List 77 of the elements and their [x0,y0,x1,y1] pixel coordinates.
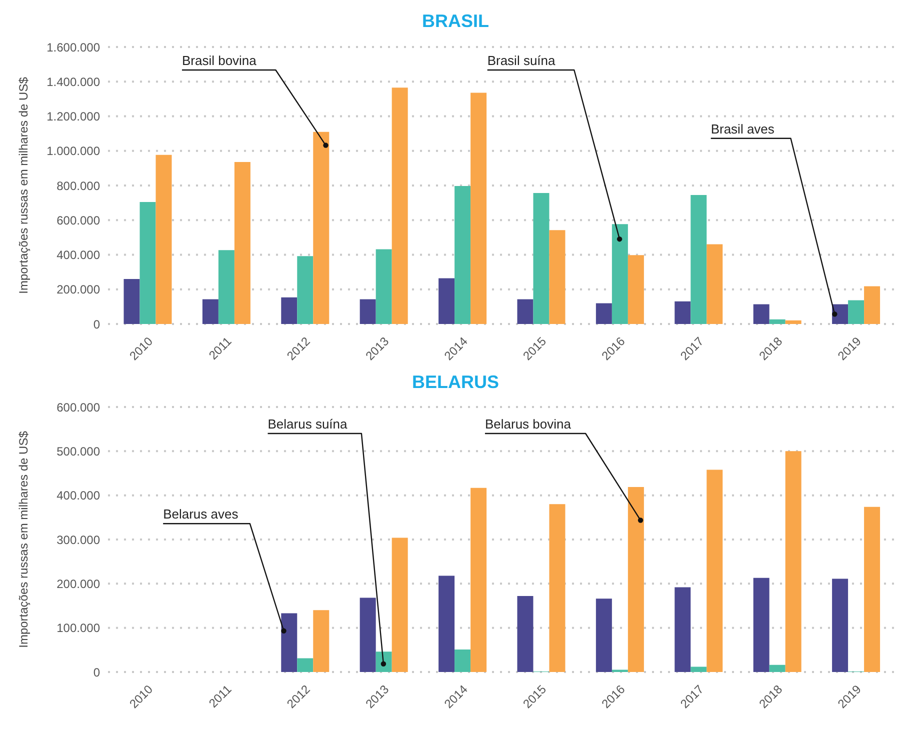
bar [785,320,802,324]
bar [549,504,566,672]
bar [281,297,298,324]
bar [376,249,392,324]
bar [360,299,376,324]
bar [281,613,298,672]
bar [297,256,314,324]
bar [864,286,880,324]
bar [706,244,723,324]
bar [628,255,644,324]
text: Brasil bovina [182,52,258,68]
y-tick-label: 100.000 [56,621,100,636]
y-tick-label: 400.000 [56,248,100,262]
bar [864,506,880,672]
bar [628,486,644,672]
y-tick-label: 1.000.000 [46,144,100,158]
bar [313,132,330,324]
text: Belarus suína [268,416,348,432]
bar [156,154,172,324]
bar [470,92,487,324]
bar [549,230,566,324]
bar [454,186,471,324]
y-axis-title: Importações russas em milhares de US$ [16,76,30,294]
bar [848,300,864,324]
bar [785,451,802,672]
bar [596,303,612,324]
bar [297,658,314,672]
bar [612,224,628,324]
bar [596,598,612,672]
y-axis-title: Importações russas em milhares de US$ [16,430,30,648]
y-tick-label: 1.600.000 [46,40,100,54]
bar [517,299,534,324]
bar [392,88,408,324]
chart-title: BELARUS [410,371,500,394]
bar [690,666,707,672]
y-tick-label: 0 [93,665,100,680]
y-tick-label: 600.000 [56,213,100,228]
chart-title: BRASIL [421,10,490,33]
y-tick-label: 400.000 [56,488,100,503]
y-tick-label: 0 [93,317,100,332]
bar [674,301,691,324]
y-tick-label: 600.000 [56,400,100,414]
bar [218,250,234,324]
bar [533,192,550,324]
bar [517,596,534,672]
y-tick-label: 200.000 [56,282,100,297]
bar [753,578,770,672]
bar [769,319,786,324]
y-tick-label: 800.000 [56,178,100,193]
text: Belarus aves [163,506,239,522]
bar [392,538,408,672]
y-tick-label: 500.000 [56,444,100,458]
bar [234,162,250,324]
bar [376,652,392,672]
bar [753,304,770,324]
y-tick-label: 1.400.000 [46,74,100,89]
bar [313,610,330,672]
bar [832,578,848,672]
y-tick-label: 200.000 [56,576,100,591]
bar [124,278,140,324]
y-tick-label: 300.000 [56,532,100,547]
bar [674,587,691,672]
text: Belarus bovina [484,416,572,432]
bar [470,488,487,672]
bar [454,649,471,672]
bar [360,598,376,672]
bar [690,195,707,324]
bar [769,664,786,672]
bar [438,576,455,672]
bar [706,470,723,672]
bar [140,202,156,324]
bar [832,304,848,324]
bar [202,299,218,324]
text: Brasil aves [710,121,775,136]
bar [438,278,455,324]
y-tick-label: 1.200.000 [46,110,100,124]
text: Brasil suína [487,52,556,68]
